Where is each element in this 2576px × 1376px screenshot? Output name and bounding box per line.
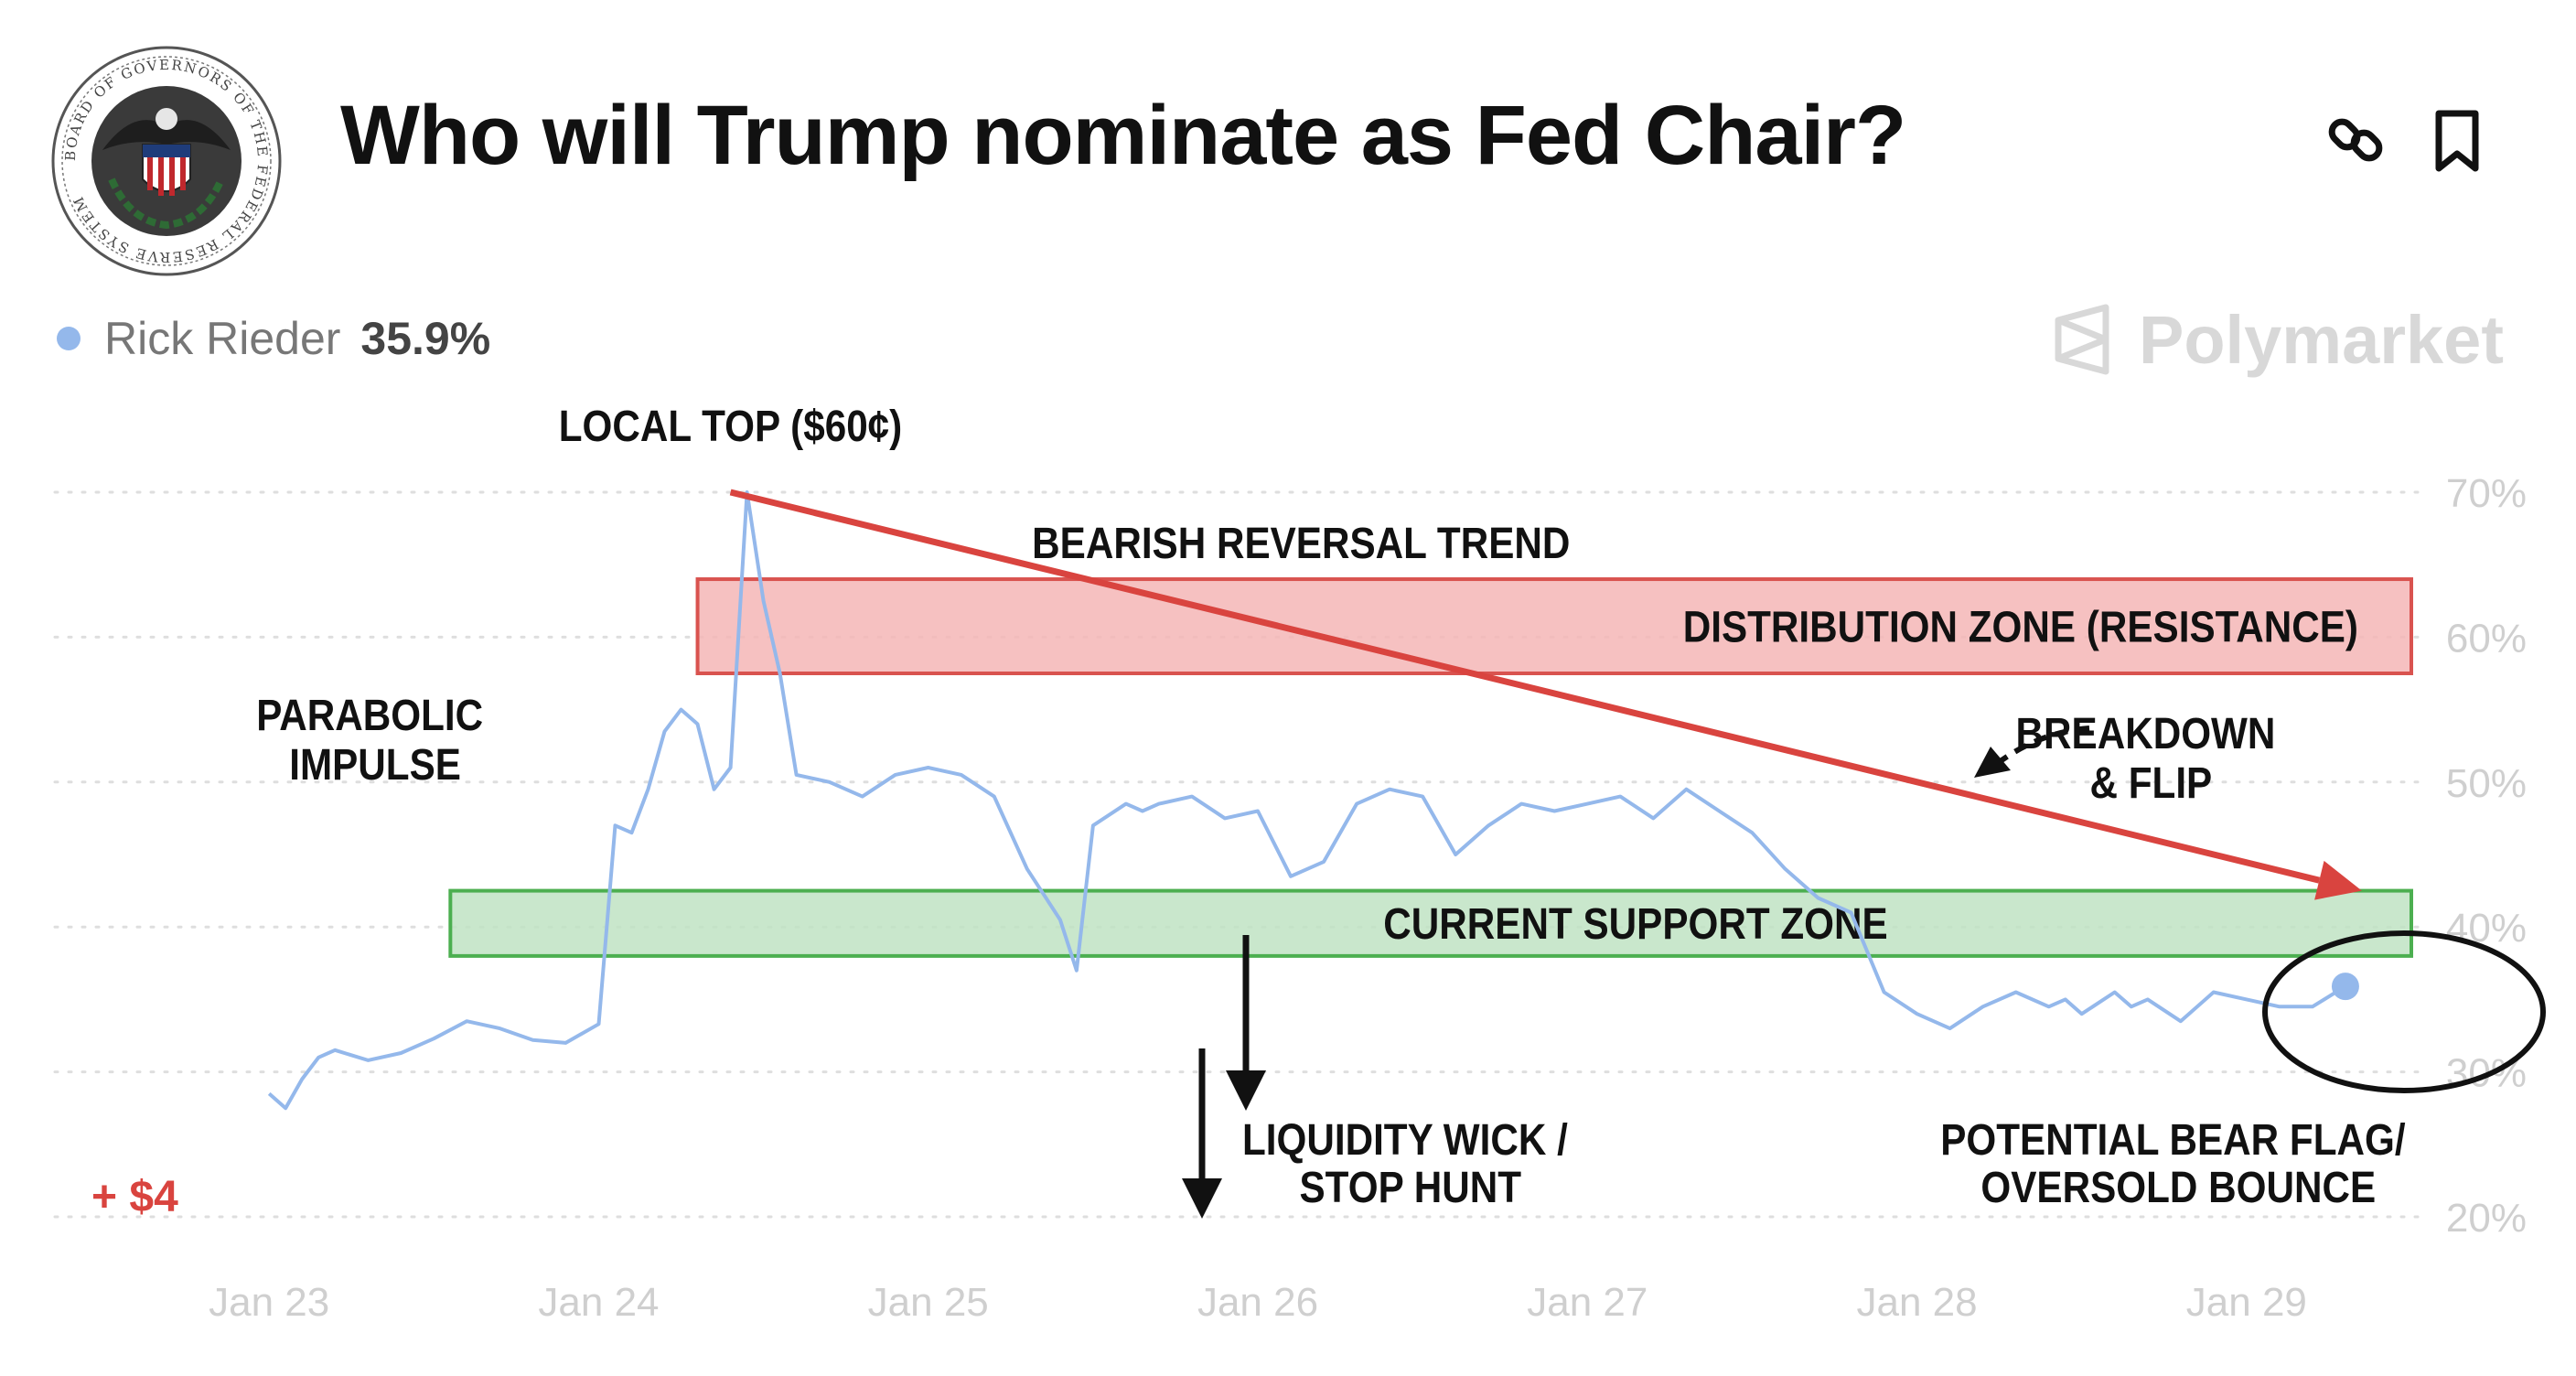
y-tick-label: 70% xyxy=(2446,471,2527,516)
page-title: Who will Trump nominate as Fed Chair? xyxy=(340,89,1906,182)
olive-branch xyxy=(108,177,225,230)
bearish-reversal-label: BEARISH REVERSAL TREND xyxy=(1032,518,1570,567)
x-tick-label: Jan 26 xyxy=(1197,1280,1318,1325)
liquidity-wick-label: LIQUIDITY WICK / STOP HUNT xyxy=(1242,1114,1579,1211)
y-tick-label: 40% xyxy=(2446,906,2527,951)
bearish-trend-arrow xyxy=(729,489,2362,900)
x-tick-label: Jan 27 xyxy=(1527,1280,1648,1325)
y-tick-label: 50% xyxy=(2446,761,2527,806)
resistance-zone xyxy=(695,577,2414,675)
y-axis: 20%30%40%50%60%70% xyxy=(2446,471,2527,1241)
breakdown-pointer-arrow xyxy=(1974,726,2090,778)
pnl-label: + $4 xyxy=(91,1173,178,1221)
bear-flag-label: POTENTIAL BEAR FLAG/ OVERSOLD BOUNCE xyxy=(1940,1114,2416,1211)
breakdown-flip-label: BREAKDOWN & FLIP xyxy=(2016,708,2287,807)
local-top-label: LOCAL TOP ($60¢) xyxy=(559,401,903,450)
price-line-rick-rieder xyxy=(267,490,2346,1111)
support-zone-label: CURRENT SUPPORT ZONE xyxy=(1383,899,1887,949)
resistance-zone-label: DISTRIBUTION ZONE (RESISTANCE) xyxy=(1683,602,2358,651)
eagle-head xyxy=(156,108,177,130)
parabolic-impulse-label: PARABOLIC IMPULSE xyxy=(256,690,494,789)
y-tick-label: 60% xyxy=(2446,616,2527,661)
shield-chief xyxy=(143,145,190,157)
legend: Rick Rieder 35.9% xyxy=(57,311,490,366)
x-tick-label: Jan 29 xyxy=(2186,1280,2307,1325)
polymarket-name: Polymarket xyxy=(2139,301,2504,378)
x-tick-label: Jan 25 xyxy=(868,1280,989,1325)
polymarket-brand: Polymarket xyxy=(2045,298,2504,381)
eagle-wings xyxy=(102,120,231,150)
link-icon[interactable] xyxy=(2324,108,2388,172)
x-tick-label: Jan 28 xyxy=(1857,1280,1978,1325)
support-zone xyxy=(448,888,2413,958)
bear-flag-circle xyxy=(2262,930,2546,1093)
legend-name: Rick Rieder xyxy=(104,313,341,364)
x-axis: Jan 23 Jan 24 Jan 25 Jan 26 Jan 27 Jan 28 Jan … xyxy=(209,1280,2307,1325)
current-price-dot xyxy=(2331,973,2359,1001)
y-tick-label: 20% xyxy=(2446,1196,2527,1241)
polymarket-logo-icon xyxy=(2055,304,2109,375)
legend-dot xyxy=(57,327,80,350)
seal-dotted-ring xyxy=(61,56,272,266)
bookmark-icon[interactable] xyxy=(2430,108,2485,174)
stop-hunt-arrows xyxy=(1182,935,1266,1219)
federal-reserve-seal: BOARD OF GOVERNORS OF THE FEDERAL RESERV… xyxy=(51,46,282,276)
x-tick-label: Jan 23 xyxy=(209,1280,329,1325)
legend-value: 35.9% xyxy=(360,313,491,364)
x-tick-label: Jan 24 xyxy=(538,1280,659,1325)
